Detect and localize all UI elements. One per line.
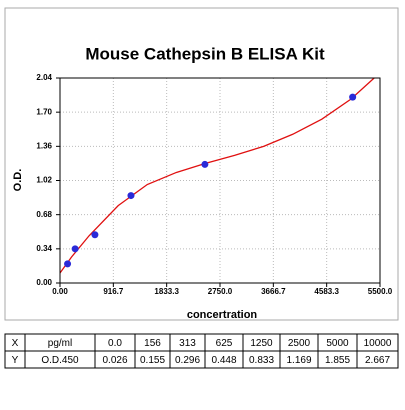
y-tick-label: 1.70 [36,107,52,116]
table-text: 1.169 [286,355,311,366]
data-point [71,245,79,253]
data-point [201,160,209,168]
y-tick-label: 2.04 [36,73,52,82]
data-point [64,260,72,268]
table-text: 2500 [288,338,311,349]
table-text: 625 [216,338,233,349]
table-text: 10000 [364,338,392,349]
y-tick-label: 1.02 [36,176,52,185]
data-point [127,192,135,200]
table-text: 0.833 [249,355,274,366]
x-tick-label: 4583.3 [314,287,339,296]
table-text: 2.667 [365,355,390,366]
table-text: X [12,338,19,349]
y-tick-label: 0.34 [36,244,52,253]
table-text: Y [12,355,19,366]
table-text: pg/ml [48,338,72,349]
y-tick-label: 1.36 [36,141,52,150]
data-point [349,93,357,101]
x-tick-label: 916.7 [103,287,124,296]
table-text: 156 [144,338,161,349]
plot-border [59,77,381,284]
table-cell [356,350,399,369]
data-point [91,231,99,239]
y-axis-label: O.D. [12,169,24,192]
table-text: 0.026 [102,355,127,366]
x-tick-label: 1833.3 [154,287,179,296]
table-text: 5000 [326,338,349,349]
table-text: 1250 [250,338,273,349]
y-tick-label: 0.68 [36,210,52,219]
table-text: 0.448 [211,355,236,366]
table-text: 1.855 [325,355,350,366]
table-text: 0.296 [175,355,200,366]
table-text: 0.0 [108,338,122,349]
x-axis-label: concertration [187,309,258,321]
table-text: O.D.450 [41,355,79,366]
y-tick-label: 0.00 [36,278,52,287]
x-tick-label: 5500.0 [368,287,393,296]
chart-title: Mouse Cathepsin B ELISA Kit [85,44,325,63]
table-text: 0.155 [140,355,165,366]
x-tick-label: 0.00 [52,287,68,296]
x-tick-label: 2750.0 [208,287,233,296]
frame [4,7,399,321]
table-text: 313 [179,338,196,349]
x-tick-label: 3666.7 [261,287,286,296]
